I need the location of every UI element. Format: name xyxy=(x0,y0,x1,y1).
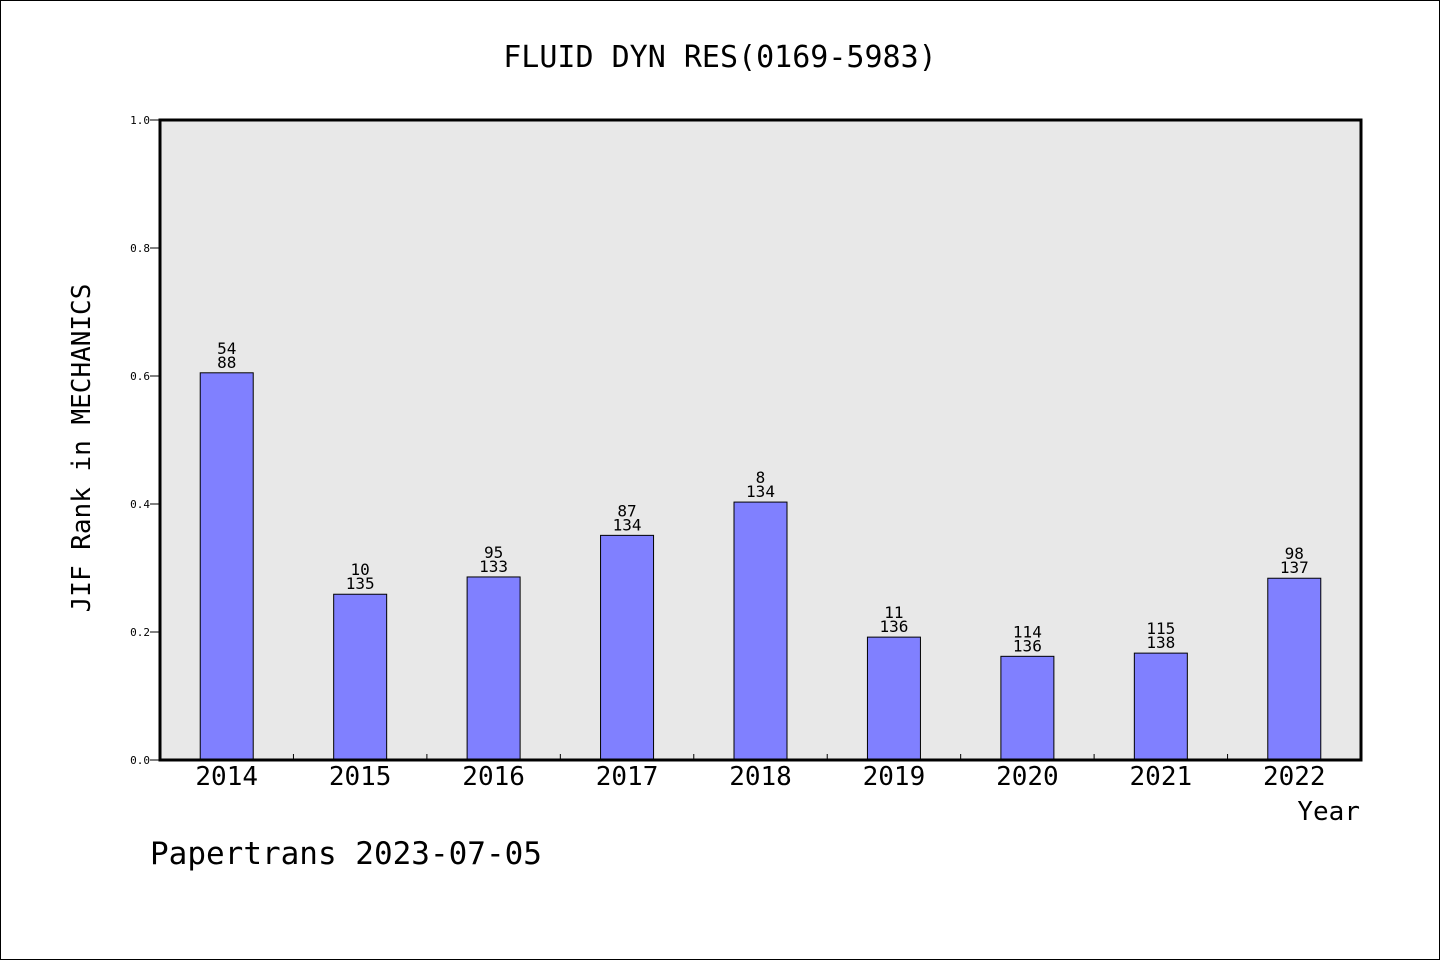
x-tick-label-2019: 2019 xyxy=(863,762,926,792)
bar-label-top-2020: 114 xyxy=(1013,622,1042,641)
bar-2021 xyxy=(1133,652,1188,761)
bar-2020 xyxy=(1000,655,1055,761)
bar-label-bottom-2017: 134 xyxy=(613,515,642,534)
x-tick-label-2014: 2014 xyxy=(195,762,258,792)
x-tick-label-2018: 2018 xyxy=(729,762,792,792)
y-tick-label: 0.2 xyxy=(130,626,150,639)
bar-label-bottom-2022: 137 xyxy=(1280,558,1309,577)
bar-label-top-2017: 87 xyxy=(617,501,636,520)
bar-label-top-2016: 95 xyxy=(484,543,503,562)
bar-label-bottom-2016: 133 xyxy=(479,557,508,576)
x-tick-label-2017: 2017 xyxy=(596,762,659,792)
bar-2018 xyxy=(733,501,788,761)
bar-2017 xyxy=(600,534,655,761)
bar-label-top-2015: 10 xyxy=(351,560,370,579)
bar-label-top-2021: 115 xyxy=(1146,619,1175,638)
x-tick-label-2016: 2016 xyxy=(462,762,525,792)
bar-label-top-2019: 11 xyxy=(884,603,903,622)
y-tick-label: 0.8 xyxy=(130,242,150,255)
x-tick-label-2020: 2020 xyxy=(996,762,1059,792)
y-axis-label: JIF Rank in MECHANICS xyxy=(67,284,97,613)
bar-2022 xyxy=(1267,577,1322,761)
bar-label-top-2014: 54 xyxy=(217,339,236,358)
x-tick-label-2021: 2021 xyxy=(1130,762,1193,792)
footer-text: Papertrans 2023-07-05 xyxy=(150,836,542,872)
chart-title: FLUID DYN RES(0169-5983) xyxy=(503,40,936,75)
bar-label-bottom-2015: 135 xyxy=(346,574,375,593)
bar-2016 xyxy=(466,576,521,761)
bar-label-bottom-2020: 136 xyxy=(1013,636,1042,655)
bar-label-bottom-2021: 138 xyxy=(1146,633,1175,652)
plot-border xyxy=(158,118,1363,762)
y-tick-label: 0.6 xyxy=(130,370,150,383)
bar-label-bottom-2014: 88 xyxy=(217,353,236,372)
bar-2014 xyxy=(199,372,254,761)
bar-2015 xyxy=(333,593,388,761)
bar-label-top-2022: 98 xyxy=(1285,544,1304,563)
bar-2019 xyxy=(866,636,921,761)
x-axis-label: Year xyxy=(1297,797,1360,827)
bar-label-bottom-2019: 136 xyxy=(879,617,908,636)
y-tick-label: 1.0 xyxy=(130,114,150,127)
y-tick-label: 0.0 xyxy=(130,754,150,767)
x-tick-label-2022: 2022 xyxy=(1263,762,1326,792)
y-tick-label: 0.4 xyxy=(130,498,150,511)
bar-label-top-2018: 8 xyxy=(756,468,766,487)
x-tick-label-2015: 2015 xyxy=(329,762,392,792)
bar-label-bottom-2018: 134 xyxy=(746,482,775,501)
